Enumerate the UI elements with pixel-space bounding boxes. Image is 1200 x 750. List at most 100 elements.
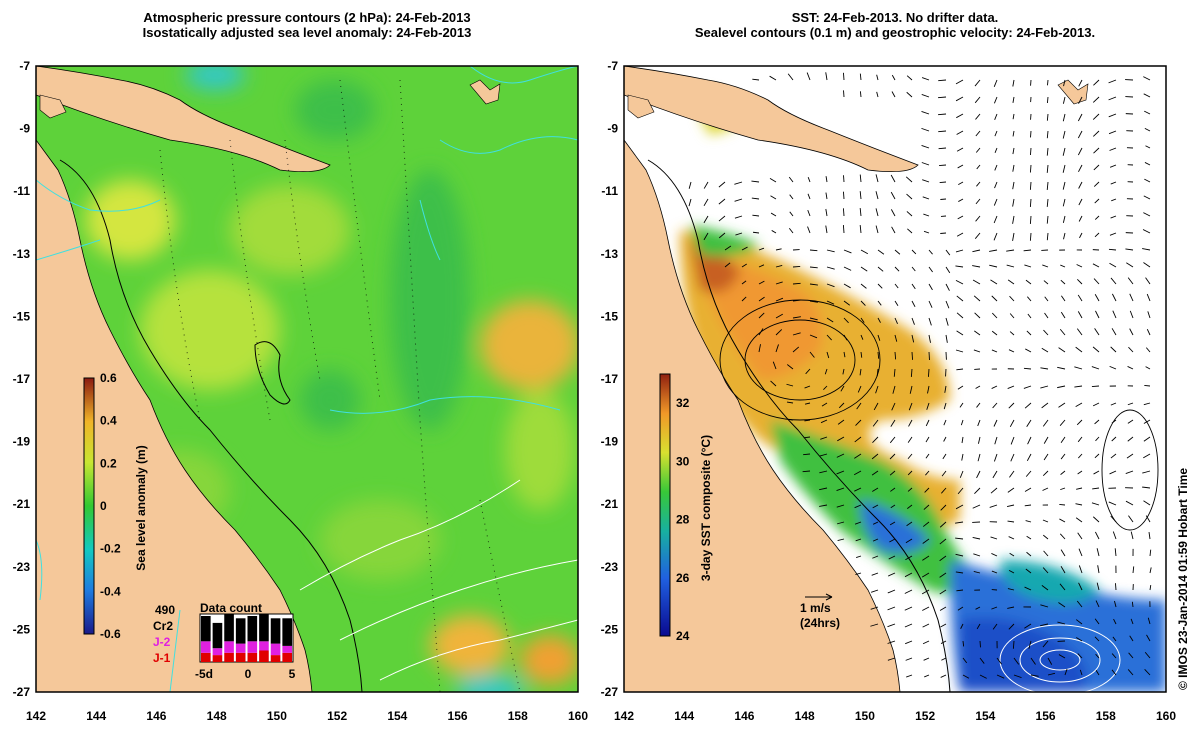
velocity-arrow bbox=[1007, 487, 1015, 493]
velocity-arrow bbox=[938, 113, 947, 116]
velocity-arrow bbox=[994, 113, 998, 120]
data-count-bar-segment bbox=[201, 616, 211, 642]
right-y-tick: -7 bbox=[607, 59, 618, 73]
velocity-arrow bbox=[1113, 618, 1117, 625]
velocity-arrow bbox=[771, 230, 777, 234]
velocity-arrow bbox=[840, 385, 845, 392]
velocity-arrow bbox=[945, 283, 950, 291]
velocity-arrow bbox=[856, 555, 862, 558]
velocity-arrow bbox=[769, 178, 777, 183]
velocity-arrow bbox=[860, 300, 866, 306]
velocity-arrow bbox=[890, 191, 896, 200]
velocity-arrow bbox=[955, 265, 964, 268]
left-y-tick: -27 bbox=[13, 685, 31, 699]
velocity-arrow bbox=[703, 232, 709, 241]
velocity-arrow bbox=[1112, 636, 1117, 642]
velocity-arrow bbox=[1096, 548, 1100, 557]
velocity-arrow bbox=[1125, 470, 1134, 475]
velocity-arrow bbox=[889, 453, 896, 460]
left-y-tick: -23 bbox=[13, 560, 31, 574]
velocity-arrow bbox=[907, 436, 913, 443]
velocity-arrow bbox=[1013, 674, 1022, 679]
velocity-arrow bbox=[1094, 419, 1100, 425]
velocity-arrow bbox=[1079, 669, 1083, 676]
sst-map bbox=[624, 66, 1166, 692]
velocity-arrow bbox=[825, 72, 828, 81]
left-x-tick: 142 bbox=[26, 709, 46, 723]
velocity-arrow bbox=[993, 232, 998, 241]
velocity-arrow bbox=[928, 317, 932, 326]
data-count-bar-segment bbox=[224, 641, 234, 653]
velocity-arrow bbox=[1079, 232, 1083, 239]
velocity-arrow bbox=[1012, 147, 1015, 155]
left-x-tick: 152 bbox=[327, 709, 347, 723]
velocity-arrow bbox=[889, 436, 896, 444]
velocity-arrow bbox=[786, 401, 794, 404]
velocity-arrow bbox=[1046, 198, 1049, 207]
sla-tick-label: 0 bbox=[100, 499, 107, 513]
velocity-arrow bbox=[1057, 621, 1066, 625]
velocity-arrow bbox=[889, 538, 896, 543]
velocity-arrow bbox=[860, 249, 869, 255]
velocity-arrow bbox=[957, 606, 964, 611]
velocity-arrow bbox=[837, 419, 845, 425]
velocity-arrow bbox=[1110, 346, 1117, 353]
velocity-arrow bbox=[1108, 248, 1117, 251]
velocity-arrow bbox=[758, 312, 765, 319]
velocity-arrow bbox=[1042, 567, 1049, 574]
velocity-arrow bbox=[1029, 181, 1032, 190]
velocity-arrow bbox=[734, 181, 743, 185]
velocity-arrow bbox=[854, 436, 862, 443]
velocity-arrow bbox=[859, 73, 862, 81]
velocity-arrow bbox=[1044, 296, 1049, 302]
velocity-arrow bbox=[1127, 436, 1134, 442]
velocity-arrow bbox=[958, 181, 964, 185]
velocity-arrow bbox=[976, 164, 981, 170]
velocity-arrow bbox=[1144, 127, 1151, 132]
velocity-arrow bbox=[1148, 532, 1151, 540]
velocity-arrow bbox=[1062, 96, 1066, 104]
velocity-arrow bbox=[1094, 198, 1100, 204]
left-x-tick: 144 bbox=[86, 709, 106, 723]
velocity-arrow bbox=[977, 453, 981, 462]
velocity-arrow bbox=[1114, 600, 1117, 608]
velocity-arrow bbox=[1094, 328, 1100, 336]
sla-tick-label: -0.6 bbox=[100, 627, 121, 641]
velocity-arrow bbox=[1091, 385, 1100, 388]
velocity-arrow bbox=[1149, 549, 1152, 557]
velocity-arrow bbox=[973, 553, 981, 557]
velocity-arrow bbox=[752, 231, 760, 234]
velocity-arrow bbox=[1111, 419, 1117, 424]
sla-colorbar-label: Sea level anomaly (m) bbox=[134, 445, 148, 570]
velocity-arrow bbox=[977, 419, 981, 427]
pressure-contours bbox=[159, 79, 521, 692]
velocity-arrow bbox=[928, 249, 933, 255]
velocity-arrow bbox=[803, 453, 811, 456]
velocity-arrow bbox=[1046, 164, 1049, 173]
velocity-arrow bbox=[955, 349, 964, 353]
velocity-arrow bbox=[911, 317, 915, 325]
velocity-arrow bbox=[1064, 668, 1068, 676]
velocity-arrow bbox=[1110, 402, 1117, 406]
velocity-arrow bbox=[819, 470, 828, 474]
velocity-arrow bbox=[1077, 436, 1083, 443]
velocity-arrow bbox=[979, 640, 981, 648]
velocity-arrow bbox=[922, 538, 930, 544]
velocity-arrow bbox=[775, 313, 784, 319]
velocity-arrow bbox=[889, 470, 896, 476]
velocity-arrow bbox=[1108, 501, 1117, 506]
left-y-tick: -13 bbox=[13, 247, 31, 261]
velocity-arrow bbox=[906, 674, 913, 678]
velocity-arrow bbox=[927, 385, 930, 394]
velocity-arrow bbox=[1059, 504, 1066, 506]
velocity-arrow bbox=[734, 215, 743, 219]
velocity-arrow bbox=[1111, 293, 1117, 302]
velocity-arrow bbox=[905, 640, 913, 645]
velocity-arrow bbox=[1129, 328, 1134, 336]
velocity-arrow bbox=[1078, 548, 1083, 557]
velocity-arrow bbox=[1029, 198, 1032, 207]
velocity-arrow bbox=[1060, 487, 1066, 491]
left-y-tick: -15 bbox=[13, 309, 31, 323]
velocity-arrow bbox=[825, 192, 828, 200]
velocity-arrow bbox=[775, 329, 783, 336]
